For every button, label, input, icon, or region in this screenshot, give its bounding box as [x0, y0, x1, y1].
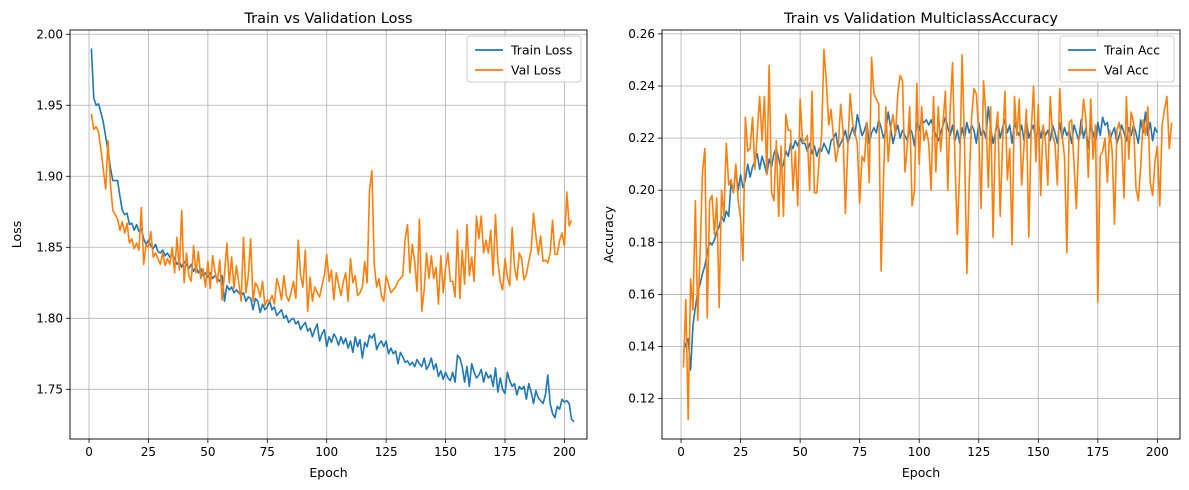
y-tick-label: 2.00 — [36, 27, 63, 41]
x-tick-label: 75 — [260, 445, 275, 459]
legend: Train Acc Val Acc — [1059, 35, 1175, 83]
y-axis-ticks: 0.12 0.14 0.16 0.18 0.20 0.22 0.24 0.26 — [628, 27, 662, 406]
y-tick-label: 1.85 — [36, 240, 63, 254]
y-tick-label: 0.18 — [628, 235, 655, 249]
legend-label: Val Acc — [1104, 63, 1149, 78]
accuracy-chart: Train vs Validation MulticlassAccuracy 0… — [601, 11, 1181, 480]
y-tick-label: 0.14 — [628, 340, 655, 354]
x-tick-label: 100 — [315, 445, 338, 459]
x-tick-label: 125 — [375, 445, 398, 459]
x-tick-label: 200 — [1146, 445, 1169, 459]
y-tick-label: 0.24 — [628, 79, 655, 93]
x-axis-label: Epoch — [902, 465, 940, 480]
y-tick-label: 0.20 — [628, 183, 655, 197]
loss-chart: Train vs Validation Loss 0 25 50 75 100 125 15… — [9, 11, 588, 480]
x-axis-ticks: 0 25 50 75 100 125 150 175 200 — [677, 439, 1169, 459]
x-tick-label: 50 — [792, 445, 807, 459]
grid-lines — [662, 30, 1180, 439]
y-tick-label: 0.22 — [628, 131, 655, 145]
x-tick-label: 25 — [733, 445, 748, 459]
x-tick-label: 150 — [434, 445, 457, 459]
x-tick-label: 175 — [494, 445, 517, 459]
series-line-val-loss — [90, 113, 573, 312]
y-axis-label: Loss — [9, 221, 24, 248]
y-axis-label: Accuracy — [601, 205, 616, 263]
series-lines — [682, 48, 1173, 421]
legend-label: Val Loss — [511, 63, 561, 78]
x-tick-label: 175 — [1086, 445, 1109, 459]
series-line-val-acc — [682, 48, 1173, 421]
x-axis-label: Epoch — [309, 465, 347, 480]
y-tick-label: 1.80 — [36, 311, 63, 325]
y-tick-label: 0.26 — [628, 27, 655, 41]
y-tick-label: 1.95 — [36, 98, 63, 112]
x-tick-label: 25 — [141, 445, 156, 459]
y-tick-label: 1.75 — [36, 382, 63, 396]
x-tick-label: 125 — [967, 445, 990, 459]
y-axis-ticks: 1.75 1.80 1.85 1.90 1.95 2.00 — [36, 27, 70, 396]
x-tick-label: 0 — [85, 445, 93, 459]
x-tick-label: 75 — [852, 445, 867, 459]
plot-area — [69, 29, 588, 440]
series-lines — [90, 48, 575, 423]
y-tick-label: 1.90 — [36, 169, 63, 183]
chart-title: Train vs Validation Loss — [243, 11, 412, 27]
plot-area — [661, 29, 1181, 440]
x-tick-label: 100 — [908, 445, 931, 459]
x-tick-label: 50 — [200, 445, 215, 459]
x-tick-label: 0 — [677, 445, 685, 459]
y-tick-label: 0.16 — [628, 287, 655, 301]
x-tick-label: 150 — [1027, 445, 1050, 459]
x-axis-ticks: 0 25 50 75 100 125 150 175 200 — [85, 439, 576, 459]
chart-title: Train vs Validation MulticlassAccuracy — [783, 11, 1058, 27]
legend-label: Train Loss — [510, 43, 572, 58]
legend-label: Train Acc — [1103, 43, 1160, 58]
y-tick-label: 0.12 — [628, 392, 655, 406]
legend: Train Loss Val Loss — [466, 35, 582, 83]
x-tick-label: 200 — [553, 445, 576, 459]
